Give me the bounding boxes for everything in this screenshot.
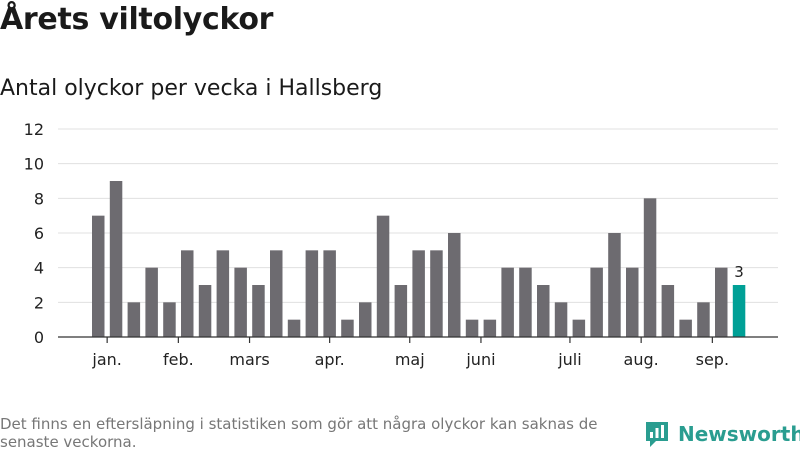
bar xyxy=(163,302,176,337)
bar xyxy=(359,302,372,337)
x-tick-label: sep. xyxy=(696,350,729,369)
newsworthy-logo[interactable]: Newsworthy xyxy=(644,420,800,448)
bar xyxy=(323,250,336,337)
chart-title: Årets viltolyckor xyxy=(0,2,274,37)
x-tick-label: apr. xyxy=(315,350,345,369)
x-tick-label: aug. xyxy=(624,350,659,369)
bar xyxy=(287,319,301,337)
x-tick-label: juni xyxy=(465,350,495,369)
x-tick-label: feb. xyxy=(163,350,194,369)
bar xyxy=(608,233,621,337)
bar xyxy=(519,267,532,337)
y-tick-label: 10 xyxy=(24,155,44,174)
bar xyxy=(234,267,247,337)
bar xyxy=(305,250,319,337)
bar xyxy=(715,267,728,337)
bar xyxy=(643,198,657,337)
bar xyxy=(216,250,230,337)
bar-chart: 0 2 4 6 8 10 12 3 jan. feb. mars apr. maj juni juli aug… xyxy=(24,120,778,369)
bar xyxy=(394,285,408,337)
bar xyxy=(109,181,123,337)
data-label: 3 xyxy=(734,263,744,281)
bar xyxy=(92,215,105,337)
highlight-bar xyxy=(732,285,746,337)
bar xyxy=(501,267,514,337)
bar xyxy=(341,319,354,337)
x-tick-label: maj xyxy=(395,350,425,369)
bar xyxy=(590,267,603,337)
bar xyxy=(448,233,461,337)
bar xyxy=(145,267,158,337)
bar xyxy=(554,302,568,337)
brand-name: Newsworthy xyxy=(678,422,800,446)
bar xyxy=(697,302,710,337)
bar xyxy=(537,285,550,337)
bar xyxy=(430,250,443,337)
y-tick-label: 2 xyxy=(34,293,44,312)
bar xyxy=(181,250,194,337)
y-tick-label: 0 xyxy=(34,328,44,347)
bar-chart-speech-bubble-icon xyxy=(646,422,668,447)
bar xyxy=(626,267,639,337)
bar xyxy=(376,215,390,337)
bar xyxy=(483,319,497,337)
bar xyxy=(127,302,141,337)
bar xyxy=(270,250,283,337)
bar xyxy=(198,285,212,337)
y-tick-label: 8 xyxy=(34,189,44,208)
bar xyxy=(412,250,425,337)
bar xyxy=(572,319,586,337)
x-tick-label: jan. xyxy=(91,350,121,369)
bar xyxy=(465,319,479,337)
footnote: Det finns en eftersläpning i statistiken… xyxy=(0,415,598,451)
chart-subtitle: Antal olyckor per vecka i Hallsberg xyxy=(0,76,383,101)
x-tick-label: juli xyxy=(557,350,581,369)
bar xyxy=(679,319,692,337)
y-tick-label: 12 xyxy=(24,120,44,139)
y-tick-label: 6 xyxy=(34,224,44,243)
bar xyxy=(661,285,675,337)
x-tick-label: mars xyxy=(229,350,269,369)
bar xyxy=(252,285,265,337)
y-tick-label: 4 xyxy=(34,259,44,278)
